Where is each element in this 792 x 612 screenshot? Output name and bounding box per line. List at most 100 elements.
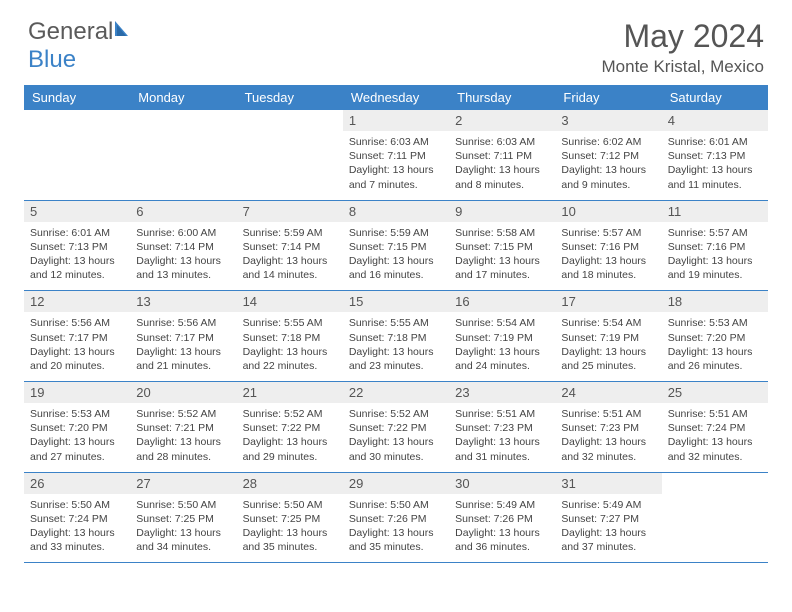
day-number: 24 (555, 382, 661, 403)
day-cell: 30 Sunrise: 5:49 AMSunset: 7:26 PMDayligh… (449, 473, 555, 563)
day-cell: 3Sunrise: 6:02 AMSunset: 7:12 PMDaylight… (555, 110, 661, 200)
day-number: 7 (237, 201, 343, 222)
day-number: 25 (662, 382, 768, 403)
day-cell: 12 Sunrise: 5:56 AMSunset: 7:17 PMDayligh… (24, 291, 130, 381)
day-cell: 2 Sunrise: 6:03 AMSunset: 7:11 PMDaylight… (449, 110, 555, 200)
week-row: 12 Sunrise: 5:56 AMSunset: 7:17 PMDayligh… (24, 291, 768, 382)
day-header-cell: Tuesday (237, 85, 343, 110)
week-row: 5 Sunrise: 6:01 AMSunset: 7:13 PMDaylight… (24, 201, 768, 292)
day-info: Sunrise: 5:51 AMSunset: 7:23 PMDaylight:… (455, 407, 549, 464)
day-cell: 26 Sunrise: 5:50 AMSunset: 7:24 PMDayligh… (24, 473, 130, 563)
day-cell: 19 Sunrise: 5:53 AMSunset: 7:20 PMDayligh… (24, 382, 130, 472)
day-info: Sunrise: 5:50 AMSunset: 7:25 PMDaylight:… (243, 498, 337, 555)
day-cell: 7 Sunrise: 5:59 AMSunset: 7:14 PMDaylight… (237, 201, 343, 291)
empty-cell (24, 110, 130, 200)
day-number: 21 (237, 382, 343, 403)
day-cell: 18Sunrise: 5:53 AMSunset: 7:20 PMDayligh… (662, 291, 768, 381)
day-header-row: SundayMondayTuesdayWednesdayThursdayFrid… (24, 85, 768, 110)
day-info: Sunrise: 5:50 AMSunset: 7:25 PMDaylight:… (136, 498, 230, 555)
week-row: 1 Sunrise: 6:03 AMSunset: 7:11 PMDaylight… (24, 110, 768, 201)
week-row: 19 Sunrise: 5:53 AMSunset: 7:20 PMDayligh… (24, 382, 768, 473)
day-header-cell: Saturday (662, 85, 768, 110)
weeks-container: 1 Sunrise: 6:03 AMSunset: 7:11 PMDaylight… (24, 110, 768, 563)
day-info: Sunrise: 5:52 AMSunset: 7:21 PMDaylight:… (136, 407, 230, 464)
day-cell: 25 Sunrise: 5:51 AMSunset: 7:24 PMDayligh… (662, 382, 768, 472)
day-cell: 13Sunrise: 5:56 AMSunset: 7:17 PMDayligh… (130, 291, 236, 381)
day-number: 31 (555, 473, 661, 494)
day-info: Sunrise: 6:01 AMSunset: 7:13 PMDaylight:… (668, 135, 762, 192)
day-number: 12 (24, 291, 130, 312)
day-cell: 28 Sunrise: 5:50 AMSunset: 7:25 PMDayligh… (237, 473, 343, 563)
day-info: Sunrise: 5:58 AMSunset: 7:15 PMDaylight:… (455, 226, 549, 283)
day-number: 18 (662, 291, 768, 312)
day-number: 30 (449, 473, 555, 494)
day-header-cell: Wednesday (343, 85, 449, 110)
day-header-cell: Thursday (449, 85, 555, 110)
day-info: Sunrise: 5:49 AMSunset: 7:26 PMDaylight:… (455, 498, 549, 555)
day-info: Sunrise: 6:03 AMSunset: 7:11 PMDaylight:… (349, 135, 443, 192)
day-info: Sunrise: 5:50 AMSunset: 7:26 PMDaylight:… (349, 498, 443, 555)
day-info: Sunrise: 5:50 AMSunset: 7:24 PMDaylight:… (30, 498, 124, 555)
location: Monte Kristal, Mexico (602, 57, 765, 77)
day-number: 2 (449, 110, 555, 131)
day-info: Sunrise: 5:57 AMSunset: 7:16 PMDaylight:… (561, 226, 655, 283)
day-number: 5 (24, 201, 130, 222)
logo: GeneralBlue (28, 18, 135, 74)
header: GeneralBlue May 2024 Monte Kristal, Mexi… (0, 0, 792, 85)
day-cell: 11 Sunrise: 5:57 AMSunset: 7:16 PMDayligh… (662, 201, 768, 291)
day-number: 23 (449, 382, 555, 403)
day-cell: 21Sunrise: 5:52 AMSunset: 7:22 PMDayligh… (237, 382, 343, 472)
day-number: 11 (662, 201, 768, 222)
day-number: 16 (449, 291, 555, 312)
week-row: 26 Sunrise: 5:50 AMSunset: 7:24 PMDayligh… (24, 473, 768, 564)
day-header-cell: Sunday (24, 85, 130, 110)
day-info: Sunrise: 5:56 AMSunset: 7:17 PMDaylight:… (30, 316, 124, 373)
day-info: Sunrise: 5:55 AMSunset: 7:18 PMDaylight:… (243, 316, 337, 373)
day-cell: 23 Sunrise: 5:51 AMSunset: 7:23 PMDayligh… (449, 382, 555, 472)
day-number: 20 (130, 382, 236, 403)
day-number: 4 (662, 110, 768, 131)
day-number: 15 (343, 291, 449, 312)
day-header-cell: Friday (555, 85, 661, 110)
day-number: 28 (237, 473, 343, 494)
day-cell: 16 Sunrise: 5:54 AMSunset: 7:19 PMDayligh… (449, 291, 555, 381)
day-cell: 31 Sunrise: 5:49 AMSunset: 7:27 PMDayligh… (555, 473, 661, 563)
day-cell: 15 Sunrise: 5:55 AMSunset: 7:18 PMDayligh… (343, 291, 449, 381)
day-info: Sunrise: 5:56 AMSunset: 7:17 PMDaylight:… (136, 316, 230, 373)
day-number: 26 (24, 473, 130, 494)
empty-cell (130, 110, 236, 200)
empty-cell (237, 110, 343, 200)
day-info: Sunrise: 6:02 AMSunset: 7:12 PMDaylight:… (561, 135, 655, 192)
day-number: 19 (24, 382, 130, 403)
day-cell: 9Sunrise: 5:58 AMSunset: 7:15 PMDaylight… (449, 201, 555, 291)
day-cell: 20 Sunrise: 5:52 AMSunset: 7:21 PMDayligh… (130, 382, 236, 472)
day-cell: 22 Sunrise: 5:52 AMSunset: 7:22 PMDayligh… (343, 382, 449, 472)
day-info: Sunrise: 6:00 AMSunset: 7:14 PMDaylight:… (136, 226, 230, 283)
day-info: Sunrise: 5:57 AMSunset: 7:16 PMDaylight:… (668, 226, 762, 283)
month-title: May 2024 (602, 18, 765, 55)
day-info: Sunrise: 6:01 AMSunset: 7:13 PMDaylight:… (30, 226, 124, 283)
day-info: Sunrise: 5:51 AMSunset: 7:24 PMDaylight:… (668, 407, 762, 464)
day-info: Sunrise: 5:54 AMSunset: 7:19 PMDaylight:… (455, 316, 549, 373)
day-cell: 4 Sunrise: 6:01 AMSunset: 7:13 PMDaylight… (662, 110, 768, 200)
day-info: Sunrise: 6:03 AMSunset: 7:11 PMDaylight:… (455, 135, 549, 192)
day-number: 29 (343, 473, 449, 494)
day-info: Sunrise: 5:51 AMSunset: 7:23 PMDaylight:… (561, 407, 655, 464)
day-cell: 6 Sunrise: 6:00 AMSunset: 7:14 PMDaylight… (130, 201, 236, 291)
day-cell: 29 Sunrise: 5:50 AMSunset: 7:26 PMDayligh… (343, 473, 449, 563)
day-info: Sunrise: 5:52 AMSunset: 7:22 PMDaylight:… (349, 407, 443, 464)
day-number: 6 (130, 201, 236, 222)
day-cell: 17Sunrise: 5:54 AMSunset: 7:19 PMDayligh… (555, 291, 661, 381)
day-number: 22 (343, 382, 449, 403)
calendar: SundayMondayTuesdayWednesdayThursdayFrid… (0, 85, 792, 563)
day-number: 1 (343, 110, 449, 131)
day-info: Sunrise: 5:59 AMSunset: 7:14 PMDaylight:… (243, 226, 337, 283)
day-info: Sunrise: 5:53 AMSunset: 7:20 PMDaylight:… (30, 407, 124, 464)
day-cell: 27 Sunrise: 5:50 AMSunset: 7:25 PMDayligh… (130, 473, 236, 563)
day-info: Sunrise: 5:49 AMSunset: 7:27 PMDaylight:… (561, 498, 655, 555)
day-info: Sunrise: 5:55 AMSunset: 7:18 PMDaylight:… (349, 316, 443, 373)
day-cell: 5 Sunrise: 6:01 AMSunset: 7:13 PMDaylight… (24, 201, 130, 291)
day-cell: 10Sunrise: 5:57 AMSunset: 7:16 PMDayligh… (555, 201, 661, 291)
day-number: 27 (130, 473, 236, 494)
day-cell: 8Sunrise: 5:59 AMSunset: 7:15 PMDaylight… (343, 201, 449, 291)
